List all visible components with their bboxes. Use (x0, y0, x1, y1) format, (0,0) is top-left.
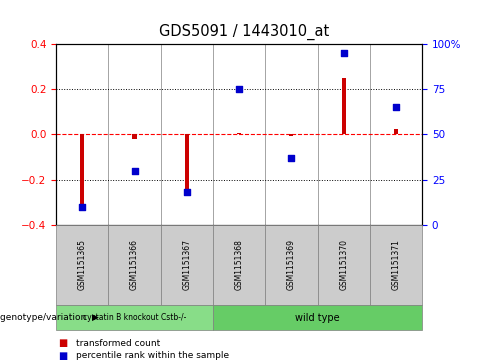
Bar (342, 78, 346, 134)
Text: cystatin B knockout Cstb-/-: cystatin B knockout Cstb-/- (83, 313, 186, 322)
Text: transformed count: transformed count (76, 339, 160, 347)
Point (131, 168, 139, 174)
Point (340, 50, 347, 56)
Bar (185, 134, 189, 196)
Text: GSM1151370: GSM1151370 (339, 240, 348, 290)
Bar (394, 129, 398, 134)
Point (183, 189, 191, 195)
Point (235, 86, 243, 92)
Text: ■: ■ (59, 351, 68, 361)
Bar (237, 133, 241, 134)
Bar (132, 134, 137, 139)
Text: GSM1151366: GSM1151366 (130, 240, 139, 290)
Text: ■: ■ (59, 338, 68, 348)
Text: GSM1151369: GSM1151369 (287, 240, 296, 290)
Text: GDS5091 / 1443010_at: GDS5091 / 1443010_at (159, 24, 329, 40)
Text: wild type: wild type (295, 313, 340, 323)
Bar (80, 134, 84, 207)
Point (79, 204, 86, 210)
Bar (289, 134, 293, 136)
Text: GSM1151365: GSM1151365 (78, 240, 87, 290)
Text: GSM1151371: GSM1151371 (391, 240, 401, 290)
Text: genotype/variation  ▶: genotype/variation ▶ (0, 313, 99, 322)
Text: GSM1151368: GSM1151368 (235, 240, 244, 290)
Text: percentile rank within the sample: percentile rank within the sample (76, 351, 229, 360)
Text: GSM1151367: GSM1151367 (183, 240, 191, 290)
Point (287, 155, 295, 161)
Point (392, 104, 400, 110)
